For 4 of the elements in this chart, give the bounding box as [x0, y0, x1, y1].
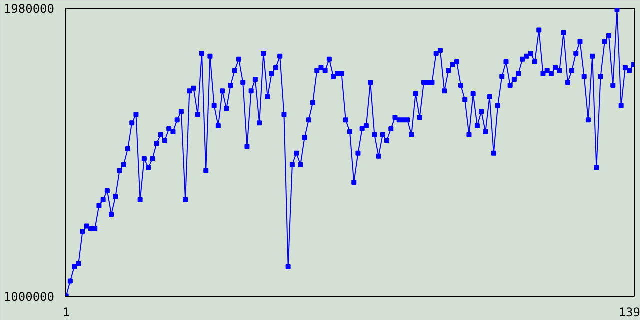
- x-tick-label: 139: [618, 306, 640, 320]
- y-tick-label: 1000000: [4, 290, 55, 304]
- y-tick-label: 1980000: [4, 2, 55, 16]
- x-tick-label: 1: [62, 306, 70, 320]
